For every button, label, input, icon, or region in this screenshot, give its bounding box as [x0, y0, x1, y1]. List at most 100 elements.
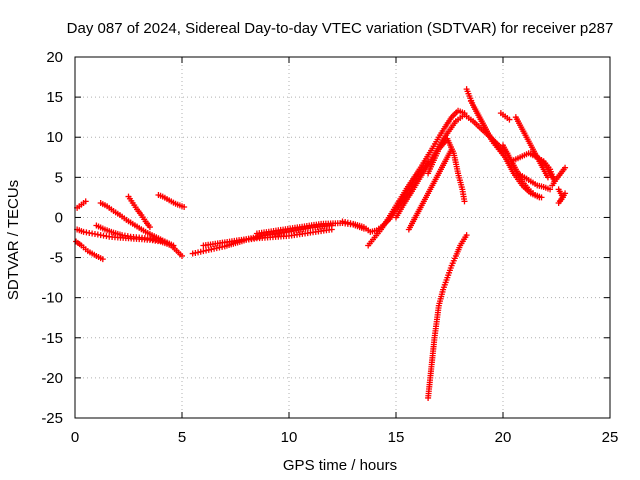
series-track-24: [549, 164, 569, 189]
data-point: [514, 155, 521, 162]
data-point: [421, 157, 428, 164]
data-point: [262, 232, 269, 239]
data-point: [294, 224, 301, 231]
series-track-16: [425, 232, 470, 401]
data-point: [475, 112, 482, 119]
data-point: [116, 231, 123, 238]
data-point: [157, 192, 164, 199]
data-point: [114, 210, 121, 217]
x-tick-label: 15: [388, 429, 405, 446]
series-track-14: [425, 135, 468, 205]
data-point: [454, 168, 461, 175]
data-point: [161, 194, 168, 201]
data-point: [99, 225, 106, 232]
data-point: [86, 229, 93, 236]
data-point: [150, 236, 157, 243]
data-point: [560, 166, 567, 173]
data-point: [174, 201, 181, 208]
data-point: [294, 231, 301, 238]
data-point: [536, 193, 543, 200]
data-point: [369, 236, 376, 243]
data-point: [208, 246, 215, 253]
data-point: [272, 227, 279, 234]
data-point: [447, 264, 454, 271]
data-point: [94, 231, 101, 238]
data-point: [434, 136, 441, 143]
data-point: [500, 111, 506, 118]
data-point: [430, 180, 437, 187]
data-point: [505, 152, 512, 159]
data-point: [145, 222, 152, 229]
data-point: [103, 233, 110, 240]
data-point: [219, 239, 226, 246]
data-point: [197, 248, 204, 255]
data-point: [458, 184, 465, 191]
data-point: [428, 147, 435, 154]
data-point: [140, 227, 147, 234]
data-point: [347, 220, 354, 227]
series-track-12: [365, 107, 468, 249]
data-point: [525, 177, 532, 184]
data-point: [531, 148, 538, 155]
data-point: [556, 172, 563, 179]
y-tick-label: 5: [55, 169, 63, 186]
y-tick-label: 10: [46, 129, 63, 146]
data-point: [136, 210, 143, 217]
data-point: [447, 116, 454, 123]
data-point: [413, 212, 420, 219]
data-point: [283, 229, 290, 236]
data-point: [108, 206, 115, 213]
data-point: [439, 288, 446, 295]
data-point: [91, 251, 98, 258]
data-point: [518, 176, 525, 183]
data-point: [371, 227, 378, 234]
data-point: [453, 109, 460, 116]
data-point: [552, 178, 559, 185]
data-point: [80, 200, 87, 207]
data-point: [395, 198, 402, 205]
data-point: [524, 184, 531, 191]
data-point: [76, 241, 83, 248]
data-point: [177, 251, 184, 258]
y-tick-label: 20: [46, 49, 63, 66]
data-point: [447, 148, 454, 155]
data-point: [426, 160, 433, 167]
data-point: [76, 203, 83, 210]
data-point: [434, 148, 441, 155]
data-point: [78, 228, 85, 235]
data-point: [560, 192, 567, 199]
data-point: [467, 116, 474, 123]
data-point: [518, 124, 525, 131]
data-point: [141, 216, 148, 223]
data-point: [315, 228, 322, 235]
x-tick-label: 10: [281, 429, 298, 446]
data-point: [462, 234, 469, 241]
y-tick-label: -5: [50, 250, 63, 267]
data-point: [389, 208, 396, 215]
data-point: [179, 203, 185, 210]
data-point: [538, 156, 545, 163]
x-tick-label: 20: [495, 429, 512, 446]
data-point: [524, 136, 531, 143]
series-track-6: [93, 222, 177, 249]
y-tick-label: -25: [41, 410, 63, 427]
series-track-5: [125, 193, 153, 231]
series-track-25: [555, 186, 569, 207]
data-point: [408, 188, 415, 195]
y-tick-label: -15: [41, 330, 63, 347]
data-point: [402, 187, 409, 194]
x-tick-label: 0: [71, 429, 79, 446]
data-point: [439, 164, 446, 171]
data-point: [170, 199, 177, 206]
data-point: [435, 304, 442, 311]
data-point: [451, 120, 458, 127]
series-track-10: [253, 220, 367, 237]
data-point: [544, 185, 551, 192]
axis-ticks: 0 5 10 15 20 25 -25 -20 -15 -10 -5 0 5 10 15 20: [41, 49, 618, 446]
data-point: [532, 152, 539, 159]
data-point: [532, 181, 539, 188]
data-point: [443, 132, 450, 139]
data-point: [124, 233, 131, 240]
data-point: [545, 164, 552, 171]
data-point: [443, 277, 450, 284]
